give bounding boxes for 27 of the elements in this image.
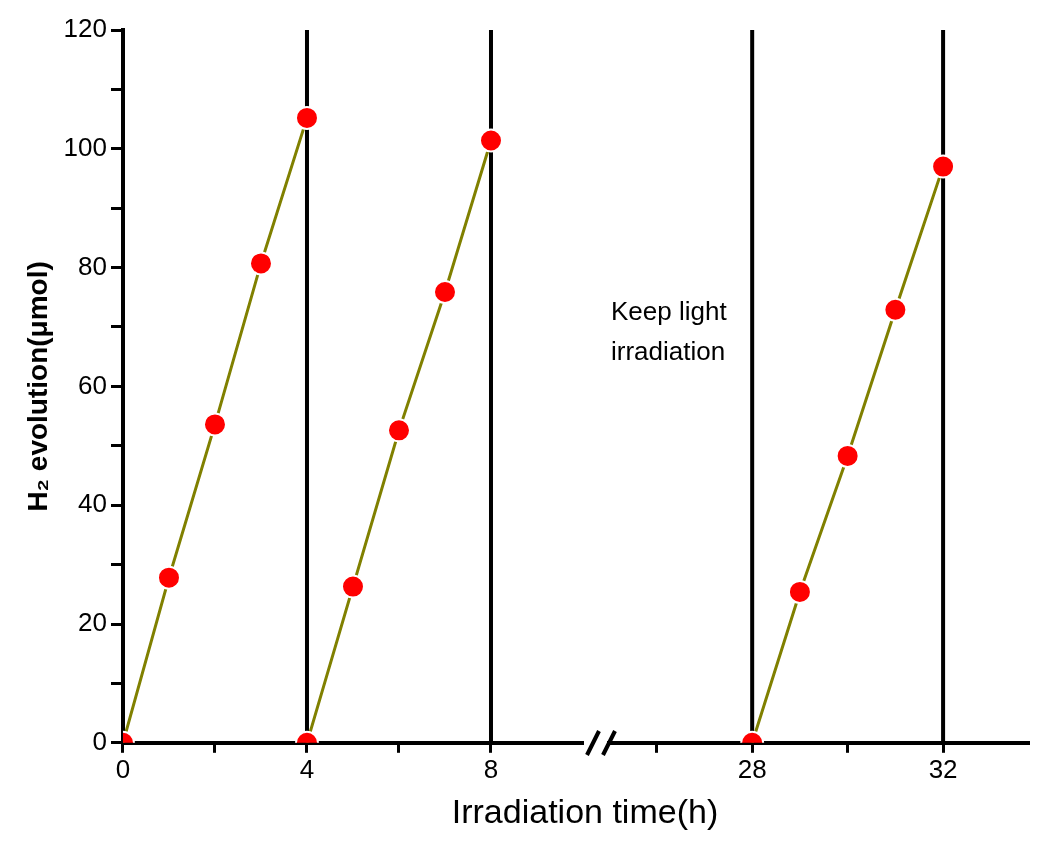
y-axis-title: H₂ evolution(μmol) [21,261,53,512]
y-tick-label: 20 [78,607,107,638]
point [432,279,457,304]
x-tick-label: 28 [737,753,767,784]
point [835,443,860,468]
y-tick-label: 100 [63,131,107,162]
point [294,105,319,130]
y-tick-label: 40 [78,488,107,519]
x-tick-label: 4 [299,753,315,784]
y-tick-label: 0 [92,725,107,756]
point [202,412,227,437]
point [340,574,365,599]
y-tick-label: 120 [63,13,107,44]
y-tick-label: 80 [78,250,107,281]
x-tick-label: 32 [928,753,958,784]
annotation: Keep light irradiation [611,296,728,366]
point [883,297,908,322]
point [787,579,812,604]
point [386,418,411,443]
point [479,128,503,153]
x-tick-label: 8 [483,753,499,784]
point [156,565,181,590]
y-tick-label: 60 [78,369,107,400]
x-axis-title: Irradiation time(h) [450,792,720,831]
point [931,154,956,179]
x-tick-label: 0 [115,753,131,784]
point [248,251,273,276]
